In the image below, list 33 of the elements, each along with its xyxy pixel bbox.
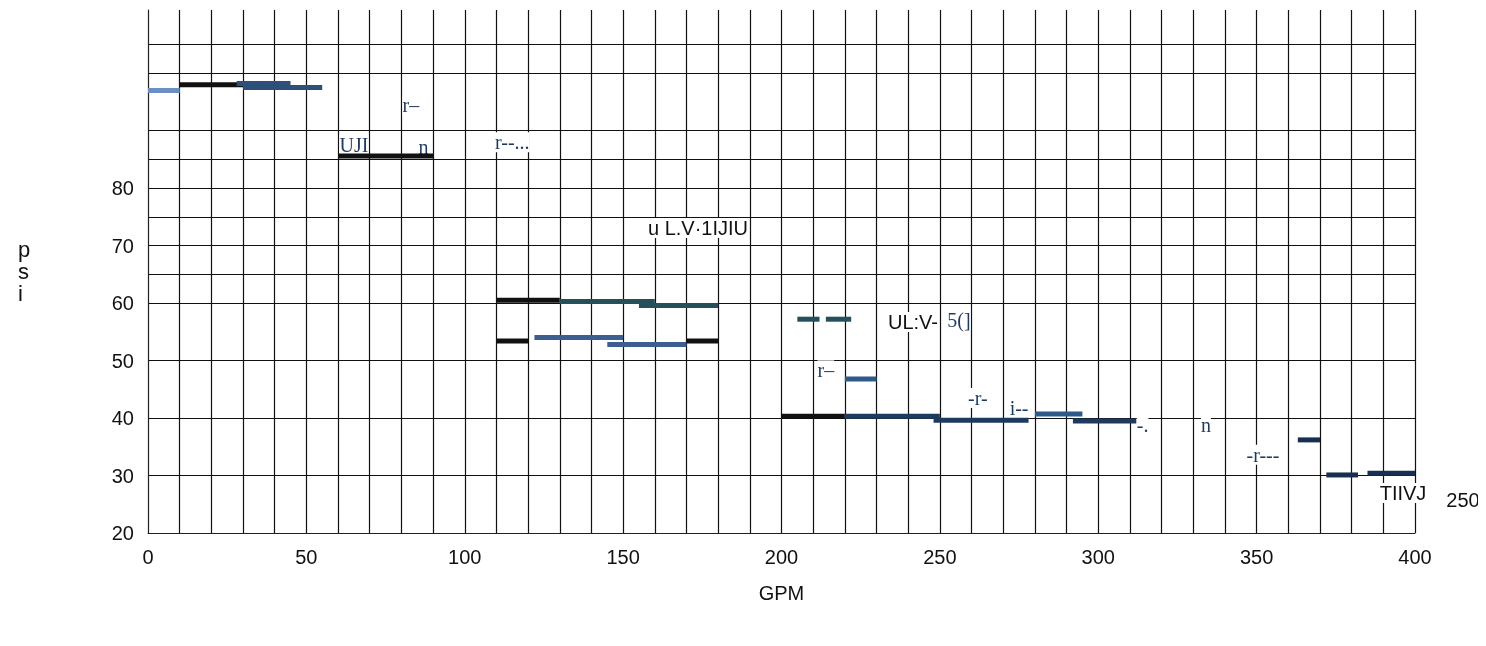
y-axis-title: psi	[18, 236, 31, 306]
y-tick-label: 70	[111, 234, 134, 257]
x-tick-label: 250	[923, 546, 957, 568]
annotation: 5(]	[947, 309, 971, 333]
x-tick-label: 300	[1081, 546, 1115, 568]
annotation: r–	[402, 94, 421, 117]
annotation: UJI	[339, 134, 369, 157]
annotation: -r-	[968, 386, 988, 409]
y-tick-label: 60	[111, 292, 134, 315]
y-tick-label: 30	[111, 464, 134, 487]
annotation: -r---	[1246, 443, 1280, 466]
annotation: u L.V·1IJIU	[647, 217, 749, 239]
x-tick-label: 150	[606, 546, 640, 568]
y-tick-label: 50	[111, 349, 134, 372]
x-tick-label: 400	[1398, 546, 1432, 568]
x-tick-label: 100	[448, 546, 482, 568]
annotation: r–	[817, 359, 836, 382]
y-tick-label: 80	[111, 177, 134, 200]
annotation: r--...	[494, 131, 530, 154]
x-tick-label: 50	[295, 546, 318, 568]
annotation: TIIVJ	[1379, 482, 1427, 504]
annotation: -.	[1136, 413, 1149, 436]
x-tick-label: 350	[1239, 546, 1274, 568]
x-tick-label: 0	[142, 546, 154, 568]
annotation: n	[418, 135, 429, 158]
annotation: UL:V-	[887, 311, 939, 333]
annotation: i--	[1009, 397, 1029, 420]
y-tick-label: 40	[111, 407, 134, 430]
annotation: n	[1200, 413, 1211, 436]
x-axis-title: GPM	[758, 582, 805, 604]
text: 250	[1446, 489, 1480, 511]
y-tick-label: 20	[111, 522, 134, 544]
x-tick-label: 200	[764, 546, 799, 568]
